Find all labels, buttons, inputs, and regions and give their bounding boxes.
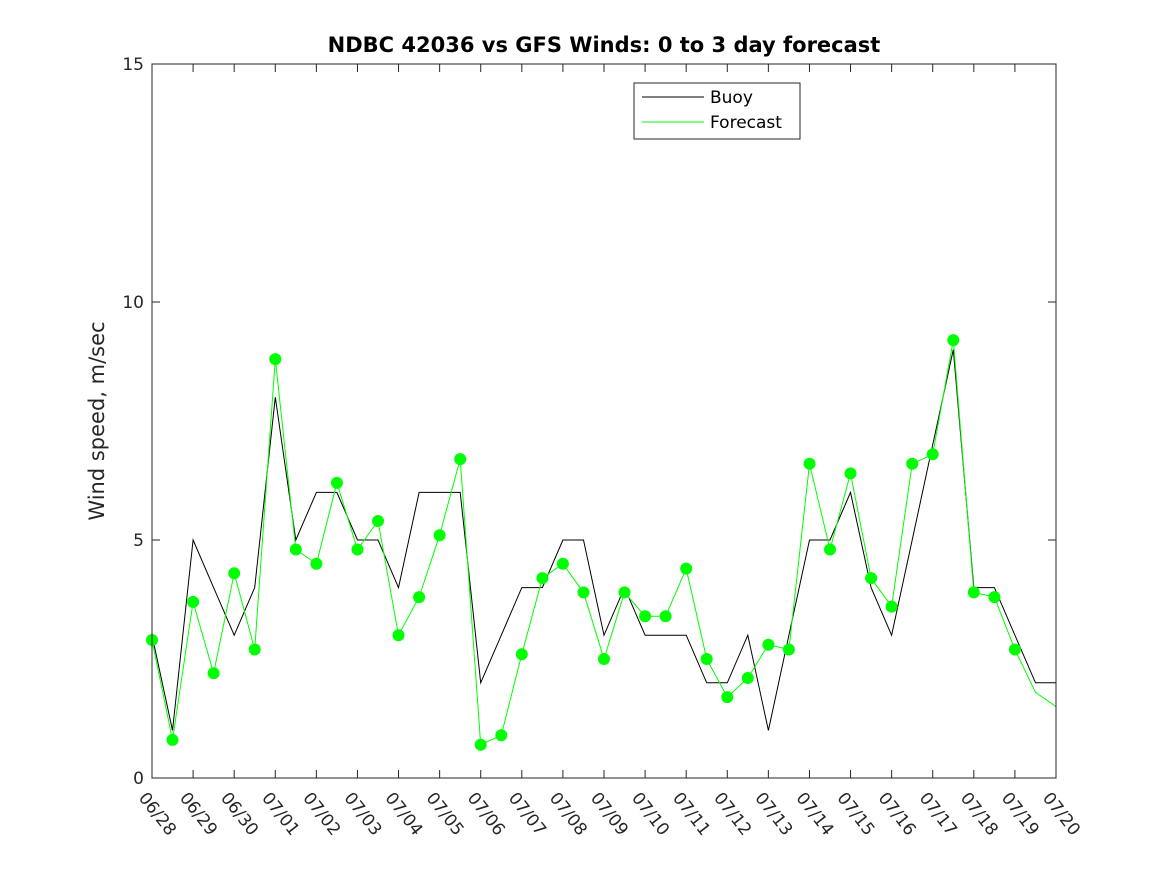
forecast-marker (536, 572, 549, 585)
x-tick-label: 07/05 (422, 789, 468, 840)
x-tick-label: 07/07 (504, 789, 550, 840)
forecast-marker (207, 667, 220, 680)
forecast-marker (844, 467, 857, 480)
forecast-marker (351, 543, 364, 556)
x-tick-label: 07/18 (956, 789, 1002, 840)
forecast-marker (330, 476, 343, 489)
x-tick-label: 07/03 (340, 789, 386, 840)
x-tick-label: 07/09 (586, 789, 632, 840)
x-tick-label: 06/29 (175, 789, 221, 840)
y-tick-label: 5 (133, 531, 144, 551)
forecast-marker (721, 691, 734, 704)
forecast-marker (269, 353, 282, 366)
forecast-marker (947, 334, 960, 347)
forecast-marker (372, 515, 384, 527)
forecast-marker (926, 448, 939, 461)
forecast-marker (1008, 643, 1021, 656)
legend-box (633, 82, 801, 140)
forecast-marker (988, 591, 1001, 604)
forecast-marker (782, 643, 795, 656)
forecast-marker (680, 562, 693, 575)
plot-area (146, 334, 1057, 751)
chart-title: NDBC 42036 vs GFS Winds: 0 to 3 day fore… (328, 33, 881, 57)
x-tick-label: 07/15 (833, 789, 879, 840)
x-tick-label: 07/01 (257, 789, 303, 840)
forecast-marker (803, 457, 816, 470)
forecast-marker (618, 586, 631, 599)
forecast-marker (413, 591, 426, 604)
forecast-marker (741, 672, 754, 684)
forecast-marker (762, 638, 775, 651)
forecast-marker (228, 567, 241, 580)
x-tick-label: 07/10 (627, 789, 673, 840)
forecast-marker (824, 543, 836, 556)
x-tick-label: 07/02 (298, 789, 344, 840)
series-line-forecast (151, 340, 1057, 746)
x-tick-label: 07/04 (381, 789, 427, 840)
forecast-marker (474, 738, 487, 751)
y-axis-label: Wind speed, m/sec (85, 321, 109, 520)
legend-label-forecast: Forecast (710, 113, 782, 133)
forecast-marker (885, 600, 898, 613)
x-tick-label: 07/13 (750, 789, 796, 840)
x-tick-label: 07/11 (668, 789, 714, 840)
forecast-marker (248, 643, 261, 656)
x-axis: 06/2806/2906/3007/0107/0207/0307/0407/05… (134, 64, 1084, 840)
x-tick-label: 07/14 (792, 789, 838, 840)
forecast-marker (392, 629, 405, 642)
y-tick-label: 10 (122, 293, 144, 313)
x-tick-label: 07/17 (915, 789, 961, 840)
forecast-marker (515, 648, 528, 661)
x-tick-label: 07/19 (997, 789, 1043, 840)
x-tick-label: 07/08 (545, 789, 591, 840)
forecast-marker (433, 529, 446, 542)
forecast-marker (310, 557, 323, 570)
legend-label-buoy: Buoy (710, 88, 753, 108)
y-axis: 0 5 10 15 (122, 55, 1056, 789)
forecast-marker (865, 572, 878, 585)
x-tick-label: 06/28 (134, 789, 180, 840)
forecast-marker (454, 453, 467, 466)
forecast-marker (289, 543, 302, 556)
forecast-marker (659, 610, 672, 623)
forecast-marker (166, 733, 179, 746)
forecast-marker (577, 586, 590, 599)
y-tick-label: 0 (133, 769, 144, 789)
forecast-marker (906, 457, 919, 470)
series-line-buoy (151, 349, 1056, 731)
y-tick-label: 15 (122, 55, 144, 75)
x-tick-label: 07/20 (1038, 789, 1084, 840)
x-tick-label: 07/16 (874, 789, 920, 840)
x-tick-label: 07/06 (463, 789, 509, 840)
forecast-marker (187, 595, 200, 608)
forecast-marker (639, 610, 652, 623)
x-tick-label: 06/30 (216, 789, 262, 840)
forecast-marker (598, 653, 610, 665)
forecast-marker (495, 729, 508, 742)
plot-frame (151, 63, 1057, 779)
forecast-marker (556, 557, 569, 570)
forecast-marker (967, 586, 980, 599)
legend: Buoy Forecast (633, 82, 801, 140)
forecast-marker (700, 653, 713, 665)
x-tick-label: 07/12 (709, 789, 755, 840)
